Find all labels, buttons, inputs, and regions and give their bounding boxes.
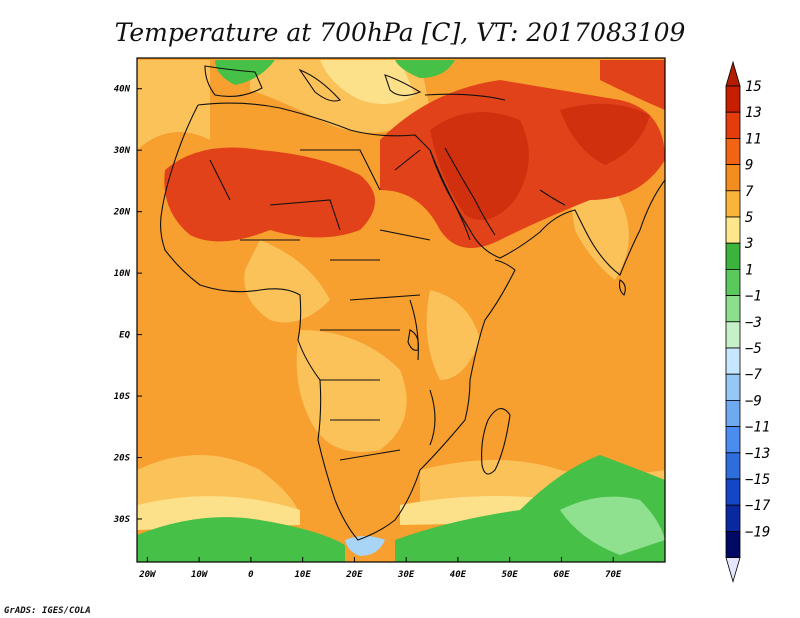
colorbar-swatch — [725, 531, 741, 559]
plot-frame — [136, 57, 666, 563]
red-sea-east — [444, 147, 496, 236]
africa-west-south-east-coast — [159, 104, 516, 541]
colorbar-swatch — [725, 504, 741, 532]
colorbar-swatch — [725, 111, 741, 139]
mild-region-central — [296, 330, 407, 452]
colorbar-label: 11 — [745, 131, 762, 147]
mild-region-guinea — [244, 240, 330, 323]
colorbar-label: −9 — [745, 393, 762, 409]
lon-tick-label: 20E — [345, 570, 363, 580]
lon-tick-label: 40E — [450, 570, 467, 580]
colorbar-top-arrow — [725, 60, 741, 87]
iberia-coast — [204, 65, 263, 97]
footer-credit: GrADS: IGES/COLA — [4, 606, 91, 616]
italy-coast — [298, 68, 341, 102]
colorbar-swatch — [725, 373, 741, 401]
lon-tick-label: 50E — [502, 570, 519, 580]
green-region-balkan — [395, 60, 455, 78]
lat-tick-label: 30S — [113, 515, 131, 525]
lon-tick-label: 0 — [248, 570, 254, 580]
longitude-axis: 20W 10W 0 10E 20E 30E 40E 50E 60E 70E — [138, 557, 622, 580]
colorbar-swatch — [725, 347, 741, 375]
north-africa-arabia-coast — [197, 102, 665, 276]
lon-tick-label: 20W — [138, 570, 157, 580]
lat-tick-label: 40N — [114, 85, 131, 95]
lat-tick-label: 20N — [113, 208, 131, 218]
mild-region-east — [426, 290, 480, 380]
colorbar-swatch — [725, 85, 741, 113]
coastlines — [159, 65, 665, 541]
colorbar-swatch — [725, 452, 741, 480]
lat-tick-label: 20S — [113, 454, 131, 464]
colorbar-swatch — [725, 164, 741, 192]
lon-tick-label: 30E — [397, 570, 415, 580]
country-borders — [209, 149, 436, 461]
warm-core-sahara — [164, 147, 375, 242]
colorbar-swatch — [725, 242, 741, 270]
temperature-field — [137, 58, 665, 562]
lat-tick-label: 30N — [113, 146, 131, 156]
colorbar-swatch — [725, 268, 741, 296]
colorbar-label: −15 — [745, 472, 770, 488]
colorbar-swatch — [725, 190, 741, 218]
lightgreen-region-se — [560, 496, 665, 555]
madagascar — [481, 408, 511, 475]
colorbar-label: 9 — [745, 158, 753, 174]
colorbar-label: −5 — [745, 341, 762, 357]
lat-tick-label: 10N — [114, 269, 131, 279]
lon-tick-label: 10W — [191, 570, 209, 580]
colorbar-label: −7 — [745, 367, 762, 383]
pale-region-med — [320, 60, 415, 104]
colorbar-label: 15 — [745, 79, 762, 95]
colorbar-label: 3 — [744, 236, 753, 252]
colorbar-bottom-arrow — [725, 557, 741, 584]
greece-coast — [384, 74, 422, 97]
lon-tick-label: 70E — [605, 570, 622, 580]
red-sea-west — [429, 149, 471, 241]
colorbar-label: −17 — [745, 498, 771, 514]
colorbar-label: −3 — [745, 315, 762, 331]
colorbar-swatch — [725, 216, 741, 244]
colorbar-swatch — [725, 137, 741, 165]
colorbar-swatch — [725, 426, 741, 454]
lon-tick-label: 60E — [553, 570, 570, 580]
lake-victoria — [407, 329, 419, 351]
lat-tick-label: 10S — [114, 392, 131, 402]
colorbar-label: −1 — [745, 289, 762, 305]
colorbar-swatch — [725, 295, 741, 323]
colorbar-swatch — [725, 321, 741, 349]
colorbar-label: 1 — [745, 262, 753, 278]
persian-gulf — [539, 189, 566, 206]
cold-region-cape — [345, 536, 385, 556]
colorbar-swatch — [725, 399, 741, 427]
green-region-sw — [137, 517, 345, 562]
colorbar: 15 13 11 9 7 5 3 1 −1 −3 −5 −7 −9 −11 −13 −15 −17 −19 — [725, 60, 771, 584]
hot-core-arabia — [430, 112, 529, 220]
turkey-coast — [424, 93, 506, 101]
lat-tick-label: EQ — [119, 331, 130, 341]
mild-region-nw — [137, 60, 210, 150]
colorbar-label: −19 — [745, 524, 770, 540]
colorbar-label: 5 — [745, 210, 753, 226]
lon-tick-label: 10E — [295, 570, 312, 580]
colorbar-label: 13 — [745, 105, 762, 121]
hot-core-iran — [560, 103, 650, 165]
colorbar-swatch — [725, 478, 741, 506]
green-region-iberia — [215, 60, 275, 85]
latitude-axis: 40N 30N 20N 10N EQ 10S 20S 30S — [113, 85, 142, 525]
colorbar-label: −11 — [745, 420, 770, 436]
colorbar-label: −13 — [745, 446, 770, 462]
warm-core-ne — [600, 60, 665, 110]
sri-lanka — [618, 279, 626, 296]
map-title: Temperature at 700hPa [C], VT: 201708310… — [115, 18, 686, 47]
colorbar-label: 7 — [745, 184, 754, 200]
